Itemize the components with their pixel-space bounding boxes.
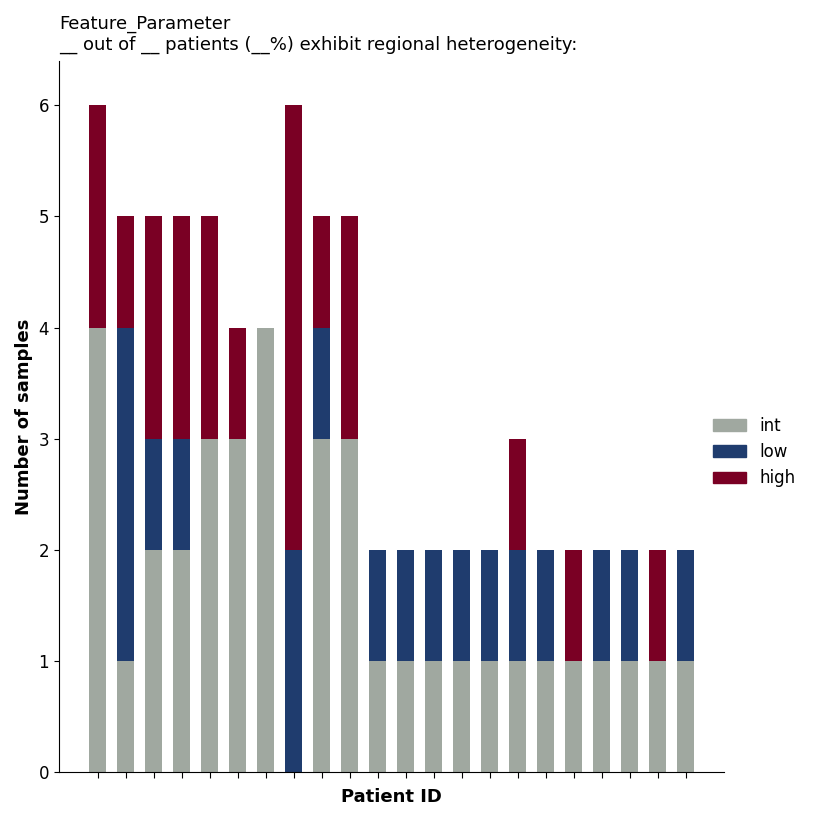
Bar [369,661,386,772]
Bar [454,661,470,772]
Bar [677,661,694,772]
Bar [425,661,442,772]
Bar [117,661,134,772]
Bar [285,105,302,550]
Bar [481,550,498,661]
Bar [677,550,694,661]
Bar [650,661,666,772]
Bar [89,105,106,328]
Bar [537,550,554,661]
Bar [565,661,582,772]
Bar [593,661,610,772]
Bar [173,550,190,772]
Bar [313,328,330,438]
Bar [285,550,302,772]
Bar [313,438,330,772]
Bar [398,550,414,661]
Legend: int, low, high: int, low, high [706,410,802,494]
Bar [173,438,190,550]
Text: Feature_Parameter
__ out of __ patients (__%) exhibit regional heterogeneity:: Feature_Parameter __ out of __ patients … [59,15,577,54]
X-axis label: Patient ID: Patient ID [341,788,442,806]
Bar [146,217,162,438]
Bar [146,438,162,550]
Bar [509,550,526,661]
Bar [454,550,470,661]
Bar [117,217,134,328]
Bar [201,438,218,772]
Bar [341,217,358,438]
Bar [621,661,638,772]
Bar [173,217,190,438]
Bar [593,550,610,661]
Bar [650,550,666,661]
Bar [565,550,582,661]
Bar [89,328,106,772]
Bar [117,328,134,661]
Bar [313,217,330,328]
Bar [509,438,526,550]
Bar [398,661,414,772]
Bar [509,661,526,772]
Y-axis label: Number of samples: Number of samples [15,319,33,515]
Bar [425,550,442,661]
Bar [481,661,498,772]
Bar [146,550,162,772]
Bar [257,328,274,772]
Bar [201,217,218,438]
Bar [229,328,246,438]
Bar [341,438,358,772]
Bar [621,550,638,661]
Bar [537,661,554,772]
Bar [229,438,246,772]
Bar [369,550,386,661]
